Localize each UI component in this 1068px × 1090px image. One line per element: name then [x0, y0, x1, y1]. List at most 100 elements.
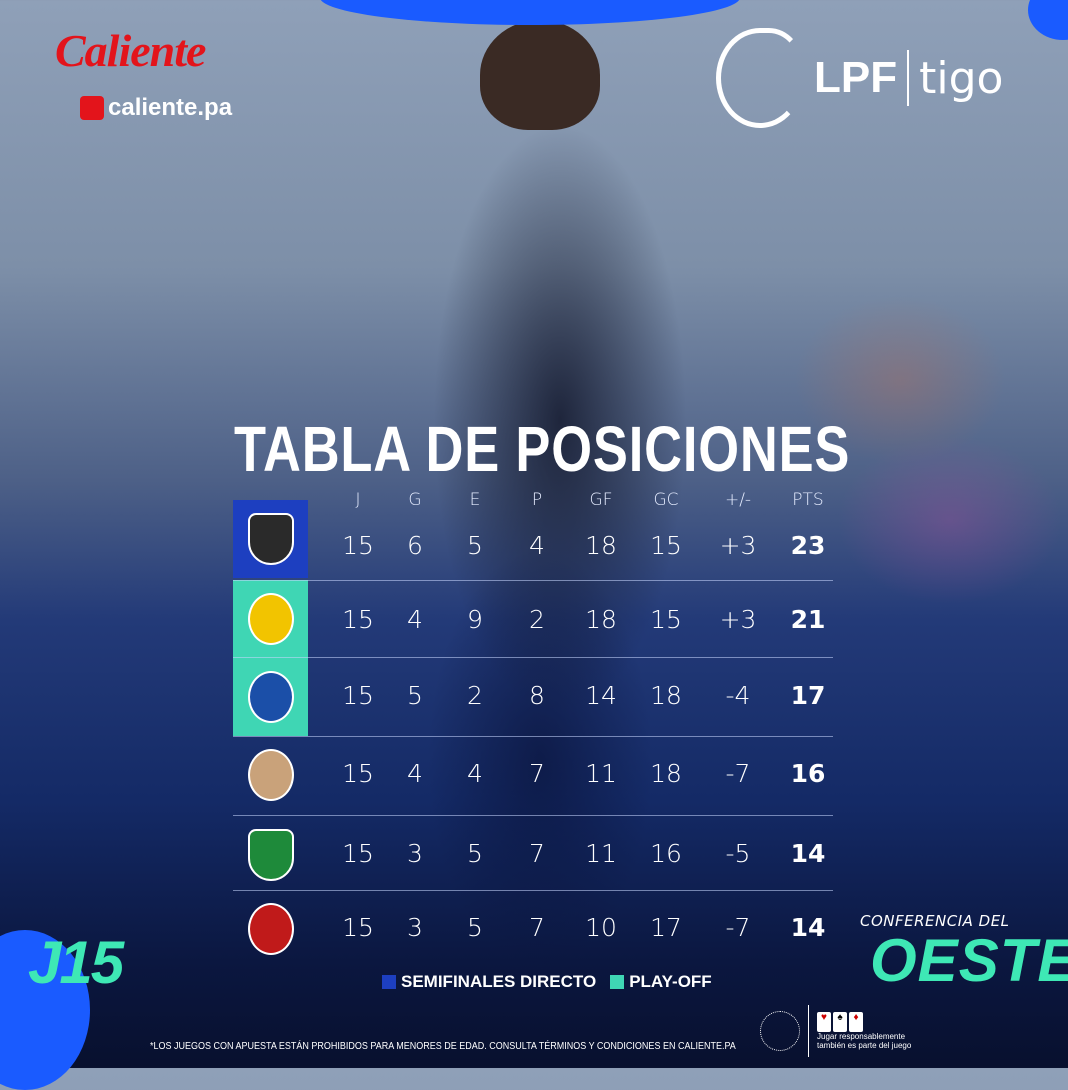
- responsible-line1: Jugar responsablemente: [817, 1032, 906, 1041]
- column-header: PTS: [792, 490, 824, 510]
- stat-gc: 16: [650, 839, 682, 868]
- conference-label: CONFERENCIA DEL: [860, 912, 1010, 930]
- conference-name: OESTE: [870, 927, 1068, 994]
- column-header: +/-: [724, 490, 752, 510]
- stat-j: 15: [342, 759, 374, 788]
- page-title: TABLA DE POSICIONES: [234, 413, 851, 485]
- stat-p: 7: [529, 839, 545, 868]
- stat-e: 5: [467, 839, 483, 868]
- team-logo-box: [233, 657, 308, 736]
- row-divider: [233, 815, 833, 816]
- stat-j: 15: [342, 605, 374, 634]
- stat-pts: 17: [790, 681, 826, 710]
- matchday-label: J15: [28, 929, 124, 996]
- team-logo-box: [233, 500, 308, 578]
- team-logo-box: [233, 817, 308, 893]
- stat-pts: 21: [790, 605, 826, 634]
- stat-gc: 18: [650, 681, 682, 710]
- cards-icon: ♥ ♠ ♦: [817, 1012, 911, 1032]
- team-logo-box: [233, 580, 308, 657]
- stat-p: 4: [529, 531, 545, 560]
- team-crest-icon: [247, 903, 294, 955]
- legend: SEMIFINALES DIRECTO PLAY-OFF: [382, 972, 712, 992]
- team-logo-box: [233, 737, 308, 813]
- stat-diff: -5: [725, 839, 751, 868]
- stat-diff: -4: [725, 681, 751, 710]
- stat-p: 8: [529, 681, 545, 710]
- stat-pts: 14: [790, 839, 826, 868]
- team-logo-box: [233, 891, 308, 967]
- stat-gc: 15: [650, 605, 682, 634]
- stat-p: 7: [529, 913, 545, 942]
- stat-gf: 18: [585, 605, 617, 634]
- team-crest-icon: [247, 670, 294, 723]
- legend-label: SEMIFINALES DIRECTO: [401, 972, 597, 991]
- stat-pts: 16: [790, 759, 826, 788]
- player-head: [480, 20, 600, 130]
- stat-j: 15: [342, 913, 374, 942]
- lpf-tigo-logo: LPF tigo: [716, 28, 1003, 128]
- panama-seal-icon: [760, 1011, 800, 1051]
- stat-p: 2: [529, 605, 545, 634]
- legend-item-semifinales: SEMIFINALES DIRECTO: [382, 972, 596, 992]
- stat-pts: 23: [790, 531, 826, 560]
- stat-e: 5: [467, 531, 483, 560]
- responsible-gaming: ♥ ♠ ♦ Jugar responsablemente también es pa…: [760, 1005, 911, 1057]
- stat-e: 9: [467, 605, 483, 634]
- stat-gf: 14: [585, 681, 617, 710]
- column-header: P: [531, 490, 543, 510]
- stat-g: 3: [407, 839, 423, 868]
- row-divider: [233, 580, 833, 581]
- stat-j: 15: [342, 531, 374, 560]
- stat-diff: +3: [719, 605, 757, 634]
- stat-g: 6: [407, 531, 423, 560]
- stat-g: 4: [407, 759, 423, 788]
- team-crest-icon: [247, 592, 294, 645]
- tigo-label: tigo: [919, 52, 1004, 104]
- stat-gf: 18: [585, 531, 617, 560]
- stat-g: 5: [407, 681, 423, 710]
- legend-swatch: [610, 975, 625, 989]
- stat-g: 4: [407, 605, 423, 634]
- caliente-icon: [80, 96, 104, 120]
- eagle-icon: [716, 28, 804, 128]
- lpf-label: LPF: [814, 53, 898, 102]
- stat-j: 15: [342, 681, 374, 710]
- column-header: G: [408, 490, 422, 510]
- stat-e: 5: [467, 913, 483, 942]
- legend-item-playoff: PLAY-OFF: [610, 972, 712, 992]
- responsible-text: ♥ ♠ ♦ Jugar responsablemente también es pa…: [817, 1012, 911, 1050]
- column-header: J: [355, 490, 361, 510]
- team-crest-icon: [247, 829, 294, 881]
- stat-diff: -7: [725, 913, 751, 942]
- caliente-site: caliente.pa: [80, 94, 232, 122]
- divider: [907, 50, 910, 106]
- team-crest-icon: [247, 749, 294, 801]
- caliente-logo: Caliente: [55, 25, 206, 76]
- row-divider: [233, 657, 833, 658]
- column-header: E: [469, 490, 481, 510]
- divider: [808, 1005, 809, 1057]
- stat-gf: 10: [585, 913, 617, 942]
- stat-gf: 11: [585, 839, 617, 868]
- disclaimer: *LOS JUEGOS CON APUESTA ESTÁN PROHIBIDOS…: [150, 1041, 736, 1052]
- stat-e: 2: [467, 681, 483, 710]
- legend-label: PLAY-OFF: [629, 972, 712, 991]
- stat-gc: 15: [650, 531, 682, 560]
- column-header: GF: [589, 490, 613, 510]
- stat-pts: 14: [790, 913, 826, 942]
- stat-gc: 17: [650, 913, 682, 942]
- site-label: caliente.pa: [108, 94, 233, 121]
- responsible-line2: también es parte del juego: [817, 1041, 912, 1050]
- stat-p: 7: [529, 759, 545, 788]
- column-header: GC: [653, 490, 679, 510]
- row-divider: [233, 890, 833, 891]
- stat-diff: +3: [719, 531, 757, 560]
- stat-gc: 18: [650, 759, 682, 788]
- stat-g: 3: [407, 913, 423, 942]
- row-divider: [233, 736, 833, 737]
- stat-gf: 11: [585, 759, 617, 788]
- stat-e: 4: [467, 759, 483, 788]
- stat-diff: -7: [725, 759, 751, 788]
- legend-swatch: [382, 975, 396, 989]
